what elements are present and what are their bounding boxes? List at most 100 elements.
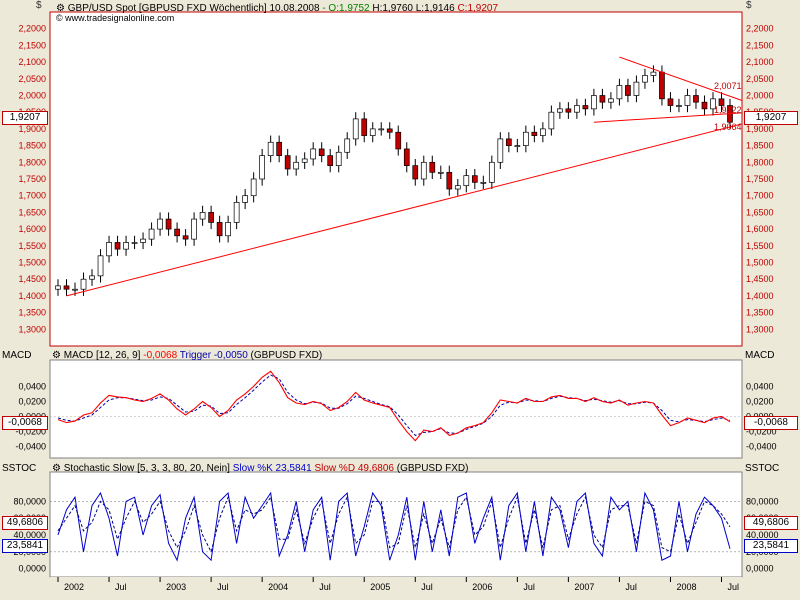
price-candle-body [267,141,274,156]
price-candle-body [148,228,155,240]
stoch-ytick-right: 0,0000 [746,564,774,574]
price-ytick-left: 1,7500 [18,174,46,184]
price-candle-body [531,131,538,136]
price-candle-body [97,255,104,277]
macd-last-left: -0,0068 [2,416,48,430]
price-candle-body [233,202,240,223]
price-candle-body [429,161,436,173]
price-ytick-right: 1,7000 [746,191,774,201]
price-candle-body [616,85,623,100]
price-ytick-right: 1,3500 [746,308,774,318]
price-ytick-left: 1,8000 [18,157,46,167]
macd-title: ⚙ MACD [12, 26, 9] -0,0068 Trigger -0,00… [52,350,323,361]
price-ytick-left: 1,6000 [18,224,46,234]
price-candle-body [318,148,325,156]
close-value: C:1,9207 [457,3,499,14]
price-candle-body [293,161,300,170]
macd-trigger-line [57,374,731,436]
price-candle-body [625,85,631,96]
price-candle-body [165,218,172,230]
price-candle-body [208,212,214,223]
price-candle-body [471,175,478,183]
stoch-d-box-left: 49,6806 [2,516,48,530]
x-axis-tick-label: Jul [217,582,229,592]
price-ytick-right: 2,0500 [746,74,774,84]
price-ytick-right: 1,5000 [746,258,774,268]
price-candle-body [574,105,580,113]
price-title-text: GBP/USD Spot [GBPUSD FXD Wöchentlich] 10… [67,3,320,14]
price-candle-body [284,155,291,170]
price-candle-body [301,158,308,163]
x-axis-tick-label: 2002 [64,582,84,592]
stoch-d-box-right: 49,6806 [744,516,798,530]
price-candle-body [216,222,223,237]
price-candle-body [667,98,674,106]
price-candle-body [437,171,444,174]
high-value: H:1,9760 [372,3,413,14]
stoch-ytick-right: 80,0000 [746,496,779,506]
price-ytick-left: 1,3000 [18,324,46,334]
price-candle-body [259,155,266,180]
price-candle-body [89,275,95,280]
watermark: © www.tradesignalonline.com [56,13,175,23]
price-ytick-left: 2,1000 [18,57,46,67]
trendline-annotation: 1,9422 [714,105,742,115]
price-ytick-left: 2,2000 [18,24,46,34]
trendline-annotation: 2,0071 [714,81,742,91]
stoch-icon: ⚙ [52,463,64,474]
stoch-k-box-right: 23,5841 [744,539,798,553]
price-ytick-left: 1,6500 [18,207,46,217]
stoch-k: Slow %K 23,5841 [232,463,312,474]
price-ytick-left: 1,3500 [18,308,46,318]
price-candle-body [182,235,189,240]
price-ytick-right: 2,0000 [746,91,774,101]
price-ytick-left: 2,1500 [18,40,46,50]
price-candle-body [250,178,257,197]
price-ytick-left: 1,5000 [18,258,46,268]
price-candle-body [582,105,589,110]
copyright-icon: © [56,13,66,23]
price-ytick-left: 1,7000 [18,191,46,201]
macd-value: -0,0068 [143,350,178,361]
price-plot-area[interactable] [49,11,743,347]
triangle-lower-line [593,112,743,123]
price-candle-body [352,118,359,140]
x-axis-tick-label: Jul [115,582,127,592]
x-axis-tick-label: Jul [421,582,433,592]
price-candle-body [540,128,546,136]
support-trendline [66,123,743,297]
x-axis-tick-label: 2003 [166,582,186,592]
stoch-ytick-left: 40,0000 [13,530,46,540]
stoch-right-label: SSTOC [745,463,780,474]
dollar-left-label: $ [36,0,42,11]
stoch-plot-area[interactable] [49,471,743,578]
price-ytick-right: 1,9000 [746,124,774,134]
price-candle-body [718,98,725,106]
price-candle-body [106,242,112,257]
price-candle-body [63,285,70,290]
price-candle-body [642,75,648,83]
stoch-ytick-left: 0,0000 [18,564,46,574]
macd-ytick-left: 0,0400 [18,381,46,391]
stoch-k-line [57,491,731,562]
price-ytick-left: 2,0500 [18,74,46,84]
open-value: - O:1,9752 [322,3,370,14]
price-candle-body [55,285,61,290]
price-candle-body [463,175,470,187]
price-candle-body [344,138,351,153]
macd-left-label: MACD [2,350,32,361]
price-candle-body [565,108,572,113]
stoch-d: Slow %D 49,6806 [314,463,394,474]
price-candle-body [378,128,385,131]
price-candle-body [361,118,368,136]
macd-icon: ⚙ [52,350,64,361]
price-candle-body [676,105,682,107]
x-axis-tick-label: 2005 [370,582,390,592]
price-candle-body [684,95,691,106]
price-candle-body [412,165,419,180]
macd-plot-area[interactable] [49,359,743,459]
price-ytick-right: 1,4500 [746,274,774,284]
price-ytick-right: 1,8000 [746,157,774,167]
macd-ytick-right: -0,0400 [746,442,777,452]
price-candle-body [548,111,555,130]
